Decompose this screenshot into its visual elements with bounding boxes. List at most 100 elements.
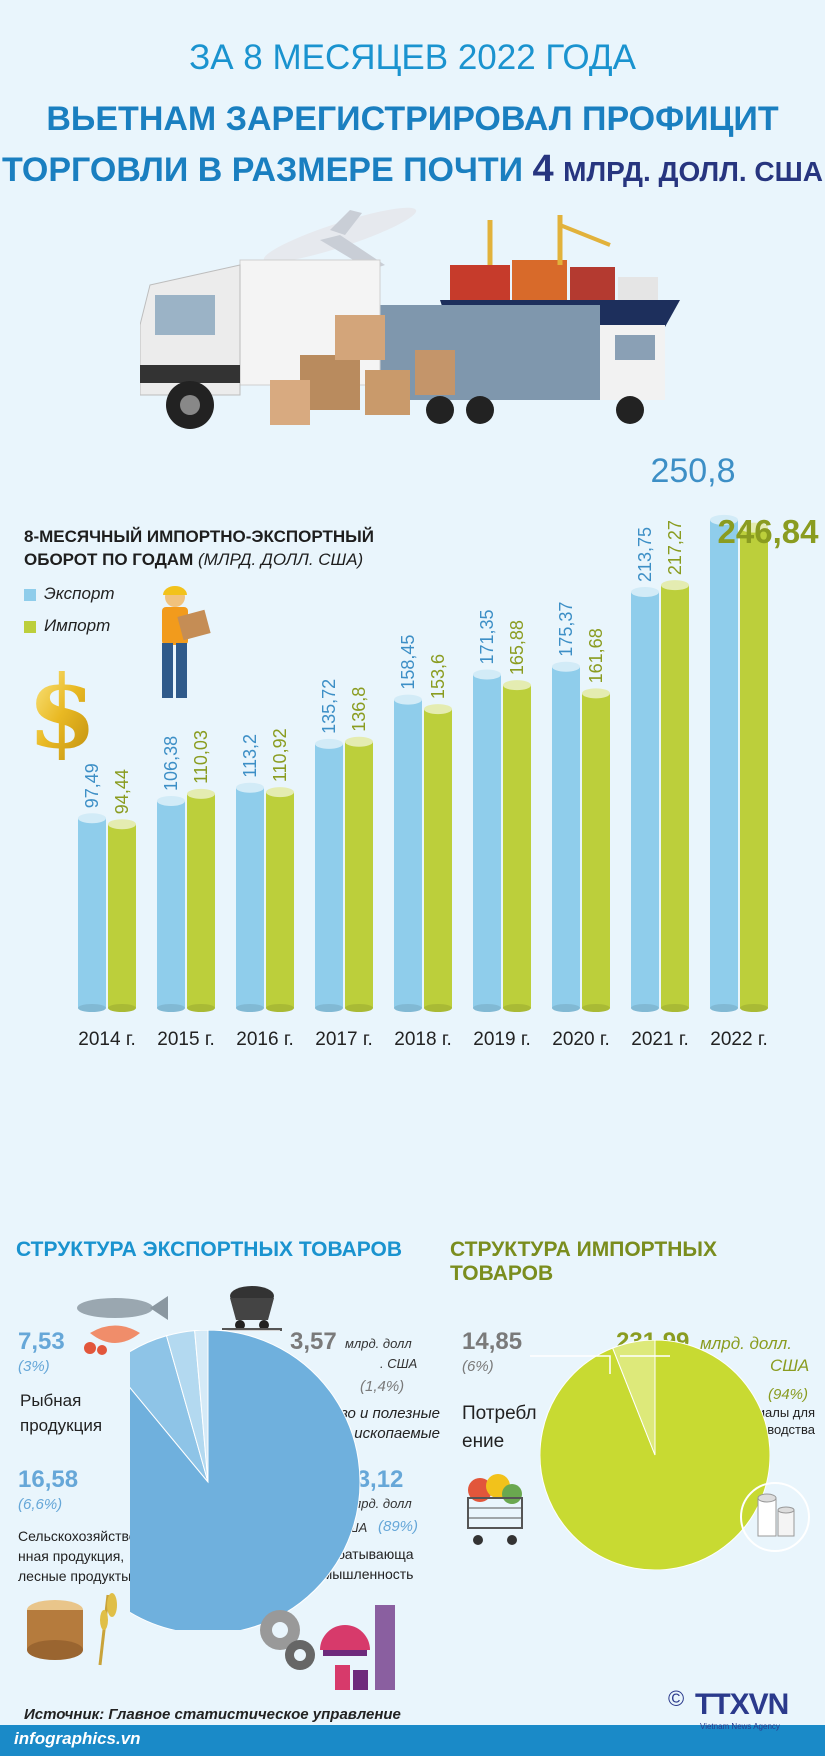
export-value-label-7: 213,75 [635, 527, 655, 582]
x-tick-label-3: 2017 г. [315, 1029, 372, 1050]
hero-illustration [140, 207, 680, 429]
export-bar-5 [473, 674, 501, 1008]
import-bar-3 [345, 741, 373, 1008]
import-bar-cap-0 [108, 819, 136, 830]
import-bar-cap-1 [187, 788, 215, 799]
export-agri-value: 16,58 [18, 1466, 79, 1493]
headline-line2-text: ТОРГОВЛИ В РАЗМЕРЕ ПОЧТИ [2, 151, 524, 189]
export-manuf-unit-l1: млрд. долл [345, 1496, 412, 1511]
export-bar-cap-0 [78, 813, 106, 824]
import-bar-cap-3 [345, 736, 373, 747]
export-fish-label: Рыбная продукция [20, 1388, 102, 1438]
export-bar-base-2 [236, 1004, 264, 1012]
import-bar-base-2 [266, 1004, 294, 1012]
chart-title-line1: 8-МЕСЯЧНЫЙ ИМПОРТНО-ЭКСПОРТНЫЙ [24, 527, 375, 546]
export-bar-1 [157, 800, 185, 1008]
export-bar-base-4 [394, 1004, 422, 1012]
cardboard-boxes-icon [270, 315, 455, 425]
import-value-label-5: 165,88 [507, 620, 527, 675]
wood-log-rice-icon [27, 1593, 117, 1666]
import-value-label-7: 217,27 [665, 520, 685, 575]
headline-line1: ВЬЕТНАМ ЗАРЕГИСТРИРОВАЛ ПРОФИЦИТ [46, 100, 779, 138]
import-consumer-label-l1: Потребл [462, 1403, 537, 1424]
footer-bar [0, 1725, 825, 1756]
import-bar-base-8 [740, 1004, 768, 1012]
chart-title-line2: ОБОРОТ ПО ГОДАМ [24, 550, 194, 569]
import-bar-cap-8 [740, 522, 768, 533]
agency-logo: TTXVN [695, 1688, 789, 1721]
export-fuel-slice [194, 1330, 209, 1483]
import-bar-base-4 [424, 1004, 452, 1012]
export-bar-cap-4 [394, 694, 422, 705]
legend-import: Импорт [24, 616, 110, 636]
import-bar-7 [661, 585, 689, 1008]
import-bar-base-5 [503, 1004, 531, 1012]
import-bar-5 [503, 685, 531, 1008]
export-value-label-1: 106,38 [161, 736, 181, 791]
agency-logo-subtitle: Vietnam News Agency [700, 1722, 780, 1731]
container-truck-icon [370, 305, 665, 424]
export-bar-4 [394, 699, 422, 1008]
legend-import-swatch [24, 620, 36, 633]
import-leaders [530, 1355, 670, 1374]
export-fuel-unit-l1: млрд. долл [345, 1336, 412, 1351]
export-bar-base-7 [631, 1004, 659, 1012]
export-bar-base-3 [315, 1004, 343, 1012]
export-agri-label: Сельскохозяйстве нная продукция, лесные … [18, 1526, 137, 1586]
bar-chart: 97,49 94,44 2014 г. 106,38 110,03 2015 г. 113,… [78, 452, 820, 1050]
export-bar-cap-2 [236, 782, 264, 793]
export-bar-cap-6 [552, 661, 580, 672]
export-bar-base-1 [157, 1004, 185, 1012]
import-bar-8 [740, 527, 768, 1008]
import-value-label-3: 136,8 [349, 687, 369, 732]
import-bar-cap-2 [266, 787, 294, 798]
import-bar-cap-4 [424, 704, 452, 715]
import-value-label-2: 110,92 [270, 728, 290, 782]
x-tick-label-6: 2020 г. [552, 1029, 609, 1050]
import-bar-base-3 [345, 1004, 373, 1012]
headline-surplus-number: 4 [532, 148, 554, 190]
import-value-label-4: 153,6 [428, 654, 448, 699]
import-materials-pct: (94%) [768, 1386, 809, 1403]
headline-surplus-unit: МЛРД. ДОЛЛ. США [563, 156, 823, 187]
export-value-label-3: 135,72 [319, 679, 339, 734]
site-link[interactable]: infographics.vn [14, 1729, 141, 1748]
dollar-sign-icon: $ [27, 655, 97, 760]
export-value-label-2: 113,2 [240, 734, 260, 778]
import-consumer-pct: (6%) [462, 1358, 494, 1375]
x-tick-label-2: 2016 г. [236, 1029, 293, 1050]
export-bar-2 [236, 787, 264, 1008]
export-bar-cap-5 [473, 669, 501, 680]
x-tick-label-8: 2022 г. [710, 1029, 767, 1050]
export-bar-base-0 [78, 1004, 106, 1012]
export-bar-cap-1 [157, 795, 185, 806]
legend-export-swatch [24, 588, 36, 601]
export-manuf-pct: (89%) [378, 1518, 419, 1535]
import-bar-4 [424, 709, 452, 1008]
import-bar-6 [582, 693, 610, 1008]
export-fuel-pct: (1,4%) [360, 1378, 405, 1395]
export-bar-base-5 [473, 1004, 501, 1012]
import-bar-base-0 [108, 1004, 136, 1012]
export-value-label-6: 175,37 [556, 602, 576, 657]
import-consumer-slice [612, 1340, 656, 1456]
x-tick-label-4: 2018 г. [394, 1029, 451, 1050]
export-fuel-value: 3,57 [290, 1328, 337, 1355]
raw-materials-icon [740, 1482, 810, 1552]
export-bar-0 [78, 818, 106, 1008]
legend-export-label: Экспорт [44, 584, 115, 603]
legend-import-label: Импорт [44, 616, 111, 635]
export-agri-label-l1: Сельскохозяйстве [18, 1528, 137, 1544]
export-agri-pct: (6,6%) [18, 1496, 63, 1513]
import-value-label-8: 246,84 [718, 513, 820, 550]
export-fuel-label-l2: ископаемые [354, 1425, 440, 1442]
import-consumer-label-l2: ение [462, 1431, 505, 1452]
export-bar-base-6 [552, 1004, 580, 1012]
x-tick-label-1: 2015 г. [157, 1029, 214, 1050]
fish-seafood-icon [77, 1296, 168, 1355]
x-tick-label-5: 2019 г. [473, 1029, 530, 1050]
export-fish-label-l1: Рыбная [20, 1391, 82, 1410]
export-fuel-unit-l2: . США [380, 1356, 418, 1371]
source-note: Источник: Главное статистическое управле… [24, 1706, 401, 1723]
shopping-cart-icon [467, 1474, 523, 1545]
